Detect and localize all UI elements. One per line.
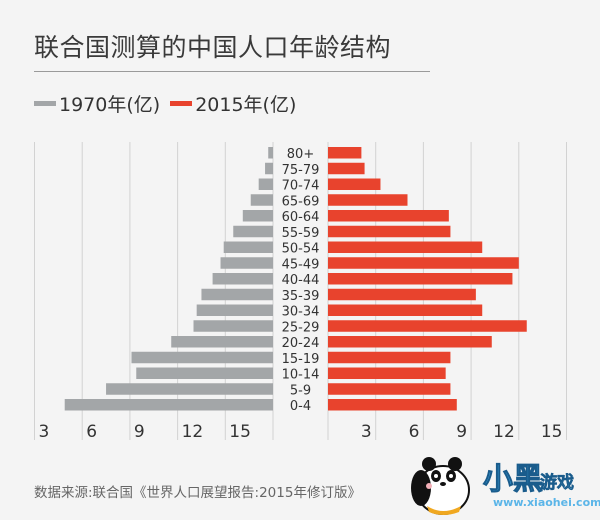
watermark-logo: 小黑 游戏 www.xiaohei.com (405, 452, 600, 516)
bar-1970-30-34 (196, 304, 273, 316)
age-group-label: 40-44 (282, 273, 320, 288)
age-group-label: 60-64 (282, 210, 320, 225)
right-tick-label: 9 (456, 422, 467, 442)
age-group-label: 45-49 (282, 257, 320, 272)
bar-1970-5-9 (106, 383, 273, 395)
watermark-main-text: 小黑 (483, 462, 544, 498)
bar-1970-35-39 (201, 288, 273, 301)
watermark-url: www.xiaohei.com (493, 496, 600, 509)
bar-1970-10-14 (136, 367, 273, 379)
age-group-label: 5-9 (290, 383, 311, 398)
bar-2015-70-74 (328, 178, 381, 190)
bar-1970-60-64 (242, 210, 273, 222)
bar-1970-65-69 (250, 194, 273, 206)
bar-2015-15-19 (328, 351, 451, 364)
right-tick-label: 12 (493, 422, 515, 442)
bar-2015-45-49 (328, 257, 519, 269)
age-group-label: 35-39 (282, 289, 320, 304)
bar-1970-75-79 (265, 162, 273, 175)
panda-icon (411, 457, 470, 515)
bar-2015-10-14 (328, 367, 446, 379)
legend-item-2015: 2015年(亿) (170, 90, 296, 117)
bar-1970-40-44 (212, 273, 273, 285)
right-tick-label: 6 (409, 422, 420, 442)
age-group-label: 20-24 (282, 336, 320, 351)
bar-2015-55-59 (328, 225, 451, 238)
bar-2015-25-29 (328, 320, 527, 332)
age-group-label: 30-34 (282, 305, 320, 320)
watermark-sub-text: 游戏 (540, 473, 575, 494)
age-group-label: 80+ (287, 147, 314, 162)
title-divider (34, 71, 430, 72)
bar-2015-50-54 (328, 241, 483, 253)
bar-2015-60-64 (328, 210, 449, 222)
legend-swatch-1970 (34, 101, 56, 106)
age-group-label: 0-4 (290, 399, 311, 414)
bar-1970-0-4 (64, 399, 274, 411)
bar-1970-70-74 (258, 178, 273, 190)
right-tick-label: 15 (541, 422, 563, 442)
bar-2015-80+ (328, 147, 362, 159)
population-pyramid-chart: 3 6 9 12 15 3 6 9 12 15 80+75-7970-7465-6960-6455-… (34, 142, 567, 442)
bar-2015-75-79 (328, 162, 365, 175)
age-group-label: 75-79 (282, 163, 320, 178)
bar-1970-45-49 (220, 257, 273, 269)
bar-2015-30-34 (328, 304, 483, 316)
source-note: 数据来源:联合国《世界人口展望报告:2015年修订版》 (34, 485, 361, 501)
age-group-label: 55-59 (282, 226, 320, 241)
bar-1970-15-19 (131, 351, 273, 364)
left-tick-label: 6 (86, 422, 97, 442)
legend-swatch-2015 (170, 101, 193, 106)
legend-label-2015: 2015年(亿) (195, 94, 297, 116)
bar-2015-5-9 (328, 383, 451, 395)
bar-2015-65-69 (328, 194, 408, 206)
age-group-label: 65-69 (282, 194, 320, 209)
legend-item-1970: 1970年(亿) (34, 90, 160, 117)
legend: 1970年(亿) 2015年(亿) (34, 90, 306, 117)
left-tick-label: 15 (229, 422, 251, 442)
bar-2015-35-39 (328, 288, 476, 301)
bar-1970-55-59 (233, 225, 273, 238)
bar-2015-40-44 (328, 273, 513, 285)
bar-2015-0-4 (328, 399, 457, 411)
chart-title: 联合国测算的中国人口年龄结构 (34, 33, 392, 62)
age-group-label: 70-74 (282, 179, 320, 194)
bar-1970-80+ (268, 147, 273, 159)
bar-1970-20-24 (171, 336, 273, 348)
left-tick-label: 12 (182, 422, 204, 442)
bar-1970-25-29 (193, 320, 273, 332)
bar-1970-50-54 (223, 241, 273, 253)
age-group-label: 15-19 (282, 352, 320, 367)
right-tick-label: 3 (361, 422, 372, 442)
bar-2015-20-24 (328, 336, 492, 348)
age-group-label: 10-14 (282, 368, 320, 383)
age-group-label: 50-54 (282, 242, 320, 257)
left-tick-label: 3 (39, 422, 50, 442)
age-group-label: 25-29 (282, 320, 320, 335)
legend-label-1970: 1970年(亿) (59, 94, 161, 116)
left-tick-label: 9 (134, 422, 145, 442)
